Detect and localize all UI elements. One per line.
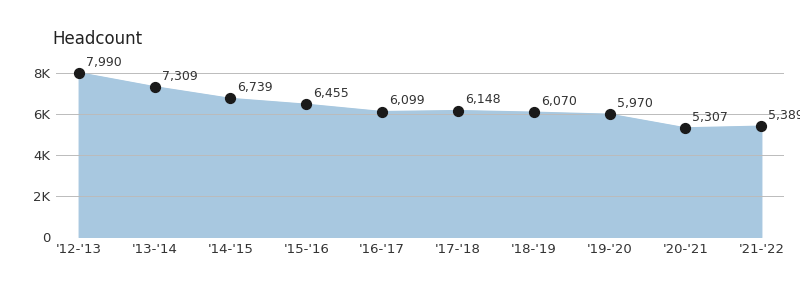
Text: 7,990: 7,990 [86,55,122,68]
Text: 6,148: 6,148 [465,93,501,106]
Text: 7,309: 7,309 [162,70,198,83]
Text: 6,070: 6,070 [541,95,577,108]
Text: Headcount: Headcount [52,30,142,48]
Point [603,112,616,116]
Point [679,126,692,130]
Point [755,124,768,129]
Point [527,110,540,114]
Text: 6,739: 6,739 [238,81,273,94]
Point [148,84,161,89]
Text: 5,389: 5,389 [768,109,800,122]
Text: 6,455: 6,455 [313,87,349,100]
Point [300,102,313,107]
Point [224,96,237,101]
Point [72,71,85,75]
Point [376,109,389,114]
Text: 6,099: 6,099 [389,95,425,108]
Text: 5,970: 5,970 [617,97,653,110]
Point [451,108,464,113]
Text: 5,307: 5,307 [692,111,728,124]
